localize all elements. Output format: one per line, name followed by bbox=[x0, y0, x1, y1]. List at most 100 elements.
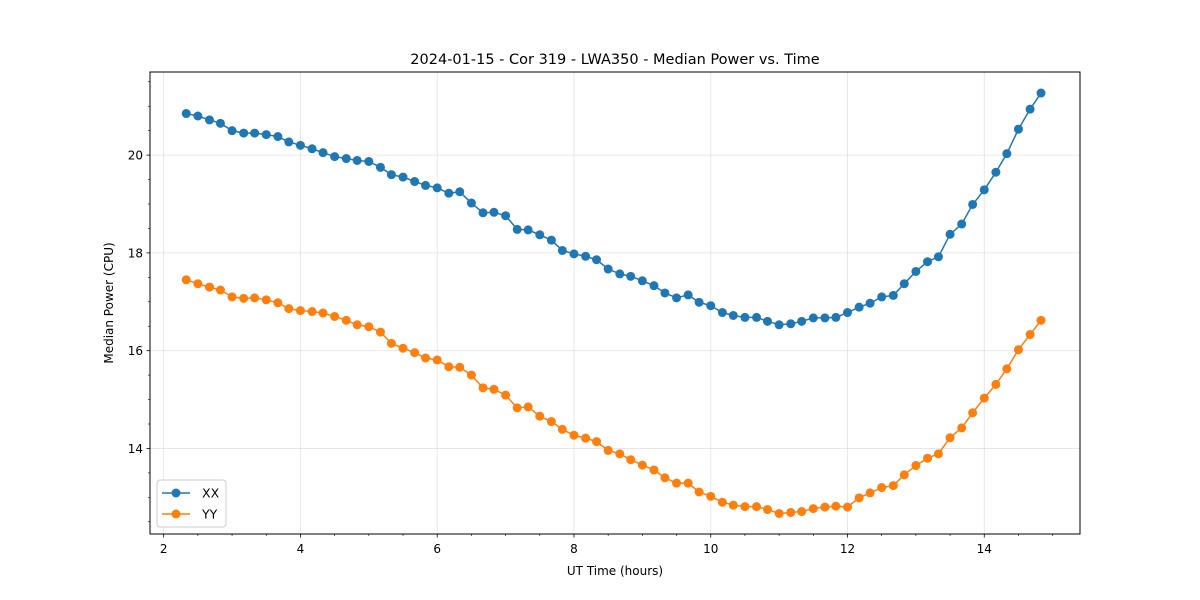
series-line-xx bbox=[186, 92, 1042, 326]
y-tick-label: 18 bbox=[128, 246, 143, 260]
data-point-yy bbox=[945, 433, 955, 443]
data-point-yy bbox=[444, 362, 454, 372]
data-point-yy bbox=[786, 507, 796, 517]
data-point-yy bbox=[364, 322, 374, 332]
series-line-yy bbox=[186, 279, 1042, 515]
data-point-xx bbox=[330, 152, 340, 162]
data-point-xx bbox=[603, 264, 613, 274]
data-point-yy bbox=[923, 453, 933, 463]
data-point-yy bbox=[774, 508, 784, 518]
data-point-yy bbox=[307, 307, 317, 317]
data-point-xx bbox=[307, 144, 317, 154]
data-point-yy bbox=[455, 362, 465, 372]
data-point-xx bbox=[1013, 124, 1023, 134]
data-point-yy bbox=[250, 293, 260, 303]
data-point-yy bbox=[694, 487, 704, 497]
data-point-yy bbox=[569, 430, 579, 440]
data-point-xx bbox=[877, 292, 887, 302]
legend-label-yy: YY bbox=[201, 507, 218, 522]
data-point-xx bbox=[957, 219, 967, 229]
data-point-xx bbox=[637, 276, 647, 286]
data-point-xx bbox=[569, 249, 579, 259]
legend-label-xx: XX bbox=[202, 486, 220, 501]
data-point-xx bbox=[284, 137, 294, 147]
data-point-xx bbox=[1036, 88, 1046, 98]
data-point-yy bbox=[728, 500, 738, 510]
data-point-yy bbox=[706, 491, 716, 501]
data-point-xx bbox=[341, 154, 351, 164]
legend-marker-yy bbox=[171, 509, 181, 519]
data-point-xx bbox=[398, 172, 408, 182]
data-point-xx bbox=[672, 293, 682, 303]
data-point-yy bbox=[295, 306, 305, 316]
data-point-xx bbox=[318, 148, 328, 158]
data-point-yy bbox=[1025, 330, 1035, 340]
data-point-xx bbox=[215, 118, 225, 128]
data-point-yy bbox=[831, 501, 841, 511]
data-point-yy bbox=[546, 417, 556, 427]
x-tick-label: 6 bbox=[433, 542, 441, 556]
data-point-xx bbox=[660, 288, 670, 298]
data-point-yy bbox=[991, 379, 1001, 389]
data-point-xx bbox=[683, 290, 693, 300]
data-point-xx bbox=[432, 183, 442, 193]
data-point-yy bbox=[637, 460, 647, 470]
data-point-xx bbox=[991, 167, 1001, 177]
x-tick-label: 8 bbox=[570, 542, 578, 556]
data-point-yy bbox=[318, 308, 328, 318]
data-point-xx bbox=[581, 251, 591, 261]
data-point-xx bbox=[410, 177, 420, 187]
data-point-yy bbox=[330, 311, 340, 321]
data-point-yy bbox=[899, 470, 909, 480]
data-point-yy bbox=[820, 502, 830, 512]
data-point-xx bbox=[626, 271, 636, 281]
data-point-xx bbox=[466, 198, 476, 208]
data-point-yy bbox=[683, 478, 693, 488]
y-tick-label: 16 bbox=[128, 344, 143, 358]
data-point-xx bbox=[295, 140, 305, 150]
data-point-yy bbox=[740, 502, 750, 512]
data-point-yy bbox=[523, 402, 533, 412]
data-point-xx bbox=[933, 252, 943, 262]
data-point-xx bbox=[592, 255, 602, 265]
data-point-xx bbox=[386, 170, 396, 180]
data-point-yy bbox=[877, 483, 887, 493]
data-point-yy bbox=[352, 320, 362, 330]
data-point-xx bbox=[649, 281, 659, 291]
data-point-xx bbox=[740, 312, 750, 322]
data-point-xx bbox=[854, 302, 864, 312]
data-point-yy bbox=[968, 408, 978, 418]
data-point-yy bbox=[204, 282, 214, 292]
data-point-xx bbox=[478, 208, 488, 218]
data-point-yy bbox=[466, 370, 476, 380]
data-point-yy bbox=[808, 504, 818, 514]
data-point-xx bbox=[762, 316, 772, 326]
data-point-xx bbox=[706, 301, 716, 311]
data-point-xx bbox=[1002, 149, 1012, 159]
data-point-xx bbox=[945, 229, 955, 239]
x-tick-label: 4 bbox=[297, 542, 305, 556]
data-point-xx bbox=[831, 312, 841, 322]
data-point-yy bbox=[649, 465, 659, 475]
data-point-yy bbox=[478, 383, 488, 393]
data-point-yy bbox=[797, 507, 807, 517]
data-point-yy bbox=[557, 424, 567, 434]
data-point-xx bbox=[193, 111, 203, 121]
data-point-yy bbox=[239, 293, 249, 303]
data-point-yy bbox=[672, 478, 682, 488]
y-tick-label: 20 bbox=[128, 149, 143, 163]
data-point-yy bbox=[1013, 345, 1023, 355]
data-point-yy bbox=[581, 433, 591, 443]
data-point-xx bbox=[923, 257, 933, 267]
data-point-xx bbox=[717, 308, 727, 318]
legend-marker-xx bbox=[171, 488, 181, 498]
data-point-yy bbox=[215, 285, 225, 295]
data-point-yy bbox=[1036, 315, 1046, 325]
data-point-yy bbox=[888, 481, 898, 491]
data-point-xx bbox=[865, 298, 875, 308]
data-point-yy bbox=[933, 449, 943, 459]
data-point-xx bbox=[501, 211, 511, 221]
data-point-yy bbox=[398, 343, 408, 353]
data-point-xx bbox=[352, 155, 362, 165]
